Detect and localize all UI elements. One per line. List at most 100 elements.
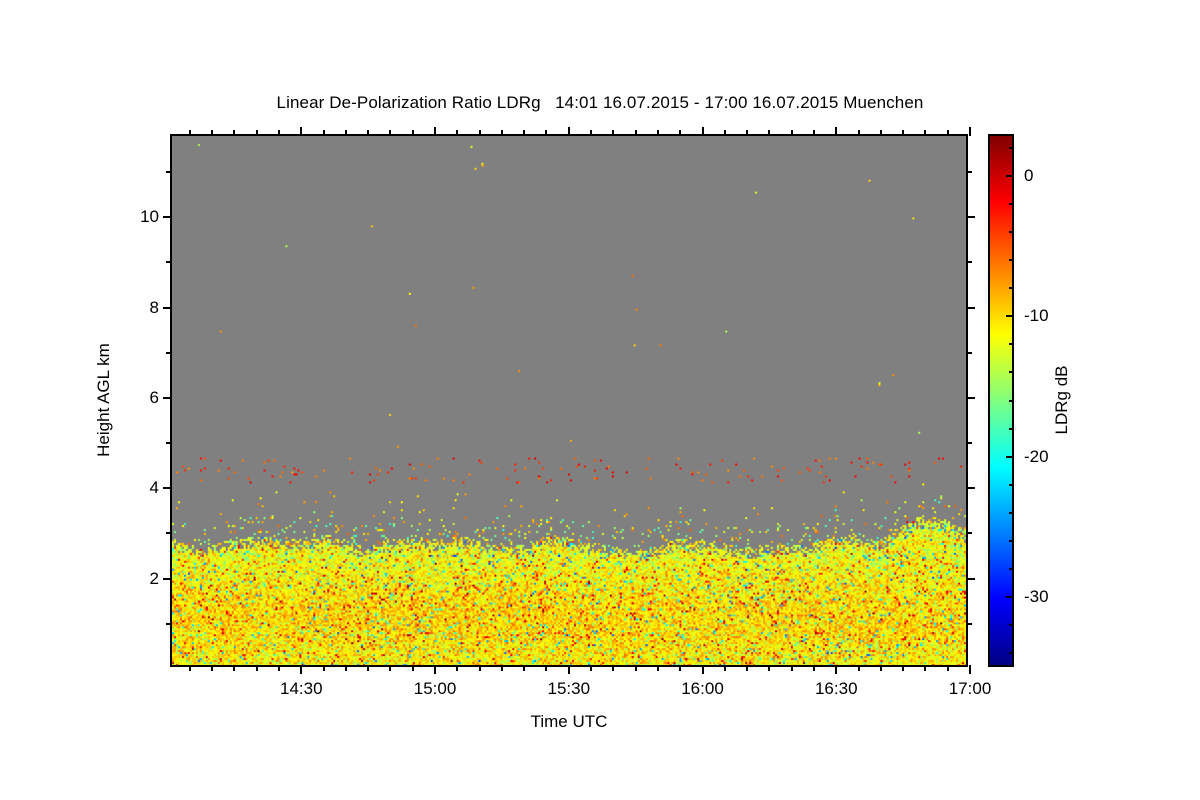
colorbar-tick-major — [1006, 455, 1014, 458]
x-tick-minor — [656, 665, 659, 671]
x-tick-label: 15:30 — [547, 679, 591, 698]
y-tick-major — [163, 306, 172, 309]
y-tick-minor-right — [966, 351, 972, 354]
x-tick-minor — [478, 665, 481, 671]
x-tick-minor — [411, 665, 414, 671]
colorbar-tick-minor — [1009, 231, 1014, 234]
x-tick-minor — [188, 665, 191, 671]
colorbar-tick-label: 0 — [1024, 166, 1034, 186]
x-tick-minor-top — [233, 130, 236, 136]
y-tick-minor-right — [966, 622, 972, 625]
x-tick-minor-top — [902, 130, 905, 136]
x-tick-minor-top — [746, 130, 749, 136]
x-tick-major — [434, 665, 437, 674]
y-tick-major — [163, 216, 172, 219]
x-tick-minor — [500, 665, 503, 671]
x-tick-minor-top — [322, 130, 325, 136]
x-tick-major — [567, 665, 570, 674]
x-tick-minor-top — [523, 130, 526, 136]
x-tick-minor-top — [723, 130, 726, 136]
x-tick-label: 15:00 — [413, 679, 457, 698]
colorbar-tick-label: -10 — [1024, 306, 1049, 326]
plot-area: 2 4 6 8 10 14:30 15:00 15:30 16:00 16:30 17:00 — [140, 127, 991, 698]
colorbar-tick-minor — [1009, 259, 1014, 262]
y-tick-major-right — [966, 577, 975, 580]
x-tick-minor — [612, 665, 615, 671]
colorbar-tick-label: -30 — [1024, 586, 1049, 606]
x-tick-minor-top — [679, 130, 682, 136]
x-tick-major-top — [300, 127, 303, 136]
x-tick-minor-top — [879, 130, 882, 136]
x-tick-minor-top — [857, 130, 860, 136]
colorbar-tick-major — [1006, 315, 1014, 318]
y-tick-minor-right — [966, 532, 972, 535]
x-tick-minor — [723, 665, 726, 671]
x-tick-minor — [545, 665, 548, 671]
x-tick-minor-top — [255, 130, 258, 136]
colorbar-gradient — [990, 136, 1012, 665]
y-tick-major — [163, 396, 172, 399]
x-tick-minor — [322, 665, 325, 671]
colorbar-tick-minor — [1009, 567, 1014, 570]
colorbar-tick-minor — [1009, 371, 1014, 374]
x-tick-major-top — [835, 127, 838, 136]
x-tick-minor — [924, 665, 927, 671]
y-tick-label: 2 — [149, 568, 159, 588]
y-tick-minor-right — [966, 261, 972, 264]
y-tick-minor — [166, 351, 172, 354]
y-axis-title: Height AGL km — [94, 343, 113, 457]
x-tick-minor — [233, 665, 236, 671]
x-tick-minor — [790, 665, 793, 671]
x-tick-minor — [590, 665, 593, 671]
x-tick-major-top — [434, 127, 437, 136]
colorbar-tick-major — [1006, 175, 1014, 178]
colorbar-tick-minor — [1009, 623, 1014, 626]
x-tick-minor — [255, 665, 258, 671]
x-tick-label: 16:00 — [681, 679, 724, 698]
y-tick-major — [163, 487, 172, 490]
x-tick-major-top — [567, 127, 570, 136]
y-tick-major-right — [966, 396, 975, 399]
colorbar-tick-minor — [1009, 287, 1014, 290]
x-tick-minor-top — [478, 130, 481, 136]
x-tick-minor — [879, 665, 882, 671]
y-tick-major-right — [966, 216, 975, 219]
colorbar-tick-major — [1006, 595, 1014, 598]
y-tick-major-right — [966, 306, 975, 309]
x-tick-minor-top — [344, 130, 347, 136]
y-tick-minor — [166, 261, 172, 264]
y-tick-minor — [166, 532, 172, 535]
y-tick-minor — [166, 442, 172, 445]
x-tick-label: 17:00 — [948, 679, 992, 698]
x-axis-title: Time UTC — [530, 712, 608, 731]
x-tick-minor — [768, 665, 771, 671]
x-tick-minor-top — [924, 130, 927, 136]
x-tick-minor-top — [790, 130, 793, 136]
colorbar-tick-minor — [1009, 511, 1014, 514]
x-tick-minor — [857, 665, 860, 671]
y-tick-major — [163, 577, 172, 580]
y-tick-major-right — [966, 487, 975, 490]
x-tick-minor — [523, 665, 526, 671]
y-tick-label: 6 — [149, 387, 159, 407]
x-tick-minor-top — [211, 130, 214, 136]
x-tick-minor-top — [656, 130, 659, 136]
heatmap-image — [172, 136, 966, 665]
x-tick-minor — [367, 665, 370, 671]
x-tick-major-top — [701, 127, 704, 136]
y-tick-minor — [166, 622, 172, 625]
x-tick-major-top — [969, 127, 971, 136]
x-tick-major — [969, 665, 971, 674]
colorbar-tick-minor — [1009, 399, 1014, 402]
colorbar-tick-minor — [1009, 651, 1014, 654]
x-tick-minor-top — [367, 130, 370, 136]
x-tick-minor-top — [545, 130, 548, 136]
x-tick-minor-top — [768, 130, 771, 136]
colorbar-tick-minor — [1009, 483, 1014, 486]
x-tick-major — [701, 665, 704, 674]
x-tick-minor-top — [411, 130, 414, 136]
x-tick-minor-top — [590, 130, 593, 136]
colorbar-tick-minor — [1009, 343, 1014, 346]
x-tick-minor — [456, 665, 459, 671]
